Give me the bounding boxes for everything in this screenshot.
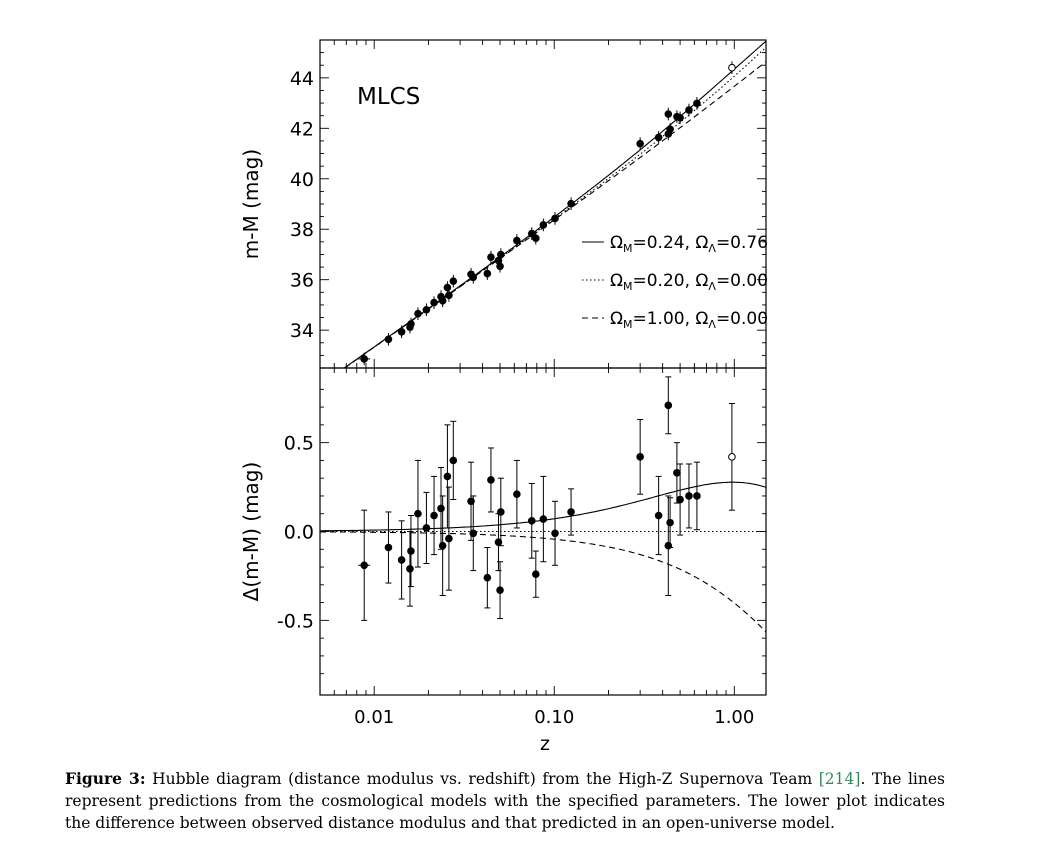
- bottom-y-tick-label: 0.5: [284, 433, 314, 455]
- bottom-data-point: [539, 515, 548, 523]
- bottom-data-point: [445, 534, 453, 543]
- bottom-data-point: [483, 573, 492, 582]
- bottom-data-point: [664, 541, 673, 550]
- bottom-data-point: [636, 453, 644, 461]
- top-open-point: [728, 63, 736, 72]
- bottom-data-point: [384, 543, 393, 552]
- top-panel: 34 36 38 40 42 44 m-M (mag) MLCS ΩM=0.24, ΩΛ=0.7…: [239, 39, 768, 369]
- top-data-point: [445, 291, 453, 300]
- top-data-point: [430, 298, 438, 307]
- top-data-point: [443, 283, 452, 292]
- top-data-point: [693, 99, 701, 108]
- top-data-point: [532, 234, 540, 243]
- top-y-tick-label: 42: [290, 118, 314, 140]
- bottom-data-point: [430, 511, 438, 520]
- top-data-point: [654, 133, 663, 142]
- bottom-data-point: [443, 472, 452, 481]
- top-y-tick-label: 34: [290, 320, 314, 342]
- top-data-point: [422, 305, 431, 314]
- bottom-data-point: [467, 497, 475, 506]
- top-data-point: [676, 114, 684, 122]
- bottom-data-point: [527, 517, 536, 525]
- mlcs-annotation: MLCS: [357, 84, 420, 110]
- top-data-point: [397, 327, 406, 336]
- top-y-tick-label: 38: [290, 219, 314, 241]
- top-data-point: [407, 320, 415, 328]
- top-y-tick-label: 40: [290, 169, 314, 191]
- top-data-point: [636, 139, 644, 148]
- bottom-data-point: [693, 492, 701, 500]
- legend-label-dashed: ΩM=1.00, ΩΛ=0.00: [610, 309, 768, 331]
- bottom-data-point: [654, 511, 663, 520]
- bottom-data-point: [406, 565, 414, 573]
- caption-text-2: . The lines represent predictions from t…: [65, 770, 945, 832]
- x-axis-label: z: [540, 733, 550, 755]
- top-data-point: [438, 296, 447, 305]
- top-y-tick-label: 44: [290, 68, 314, 90]
- x-tick-label: 1.00: [714, 707, 754, 728]
- top-y-tick-label: 36: [290, 270, 314, 292]
- top-data-point: [384, 335, 393, 344]
- hubble-diagram: 34 36 38 40 42 44 m-M (mag) MLCS ΩM=0.24, ΩΛ=0.7…: [239, 39, 768, 755]
- legend-label-solid: ΩM=0.24, ΩΛ=0.76: [610, 233, 768, 255]
- bottom-y-axis-label: Δ(m-M) (mag): [239, 462, 263, 602]
- legend-label-dotted: ΩM=0.20, ΩΛ=0.00: [610, 271, 768, 293]
- bottom-data-point: [551, 529, 559, 538]
- bottom-data-point: [513, 490, 521, 498]
- caption-label: Figure 3:: [65, 769, 146, 788]
- bottom-data-point: [497, 508, 505, 516]
- bottom-data-point: [438, 541, 447, 550]
- bottom-data-point: [397, 556, 406, 564]
- top-data-point: [497, 250, 505, 259]
- top-y-axis-label: m-M (mag): [239, 149, 263, 259]
- bottom-panel: 0.01 0.10 1.00 z -0.5 0.0 0.5 Δ(m-M) (mag): [239, 367, 767, 755]
- caption-citation[interactable]: [214]: [818, 770, 861, 788]
- x-tick-label: 0.10: [534, 707, 574, 728]
- top-data-point: [539, 221, 548, 229]
- bottom-y-tick-label: 0.0: [284, 522, 314, 544]
- top-data-point: [685, 106, 693, 114]
- caption-text-1: Hubble diagram (distance modulus vs. red…: [152, 770, 819, 788]
- top-data-point: [360, 355, 369, 363]
- bottom-data-point: [487, 476, 495, 484]
- x-tick-label: 0.01: [354, 707, 394, 728]
- bottom-data-point: [407, 547, 415, 555]
- bottom-data-point: [666, 518, 674, 527]
- bottom-data-point: [673, 469, 681, 477]
- figure-caption: Figure 3: Hubble diagram (distance modul…: [65, 768, 945, 834]
- bottom-data-point: [414, 509, 422, 518]
- bottom-y-tick-label: -0.5: [277, 610, 314, 632]
- top-data-point: [469, 273, 478, 282]
- top-data-point: [567, 199, 575, 208]
- top-data-point: [487, 253, 495, 261]
- bottom-data-point: [449, 456, 458, 465]
- bottom-data-point: [567, 508, 575, 516]
- top-data-point: [513, 236, 521, 245]
- top-data-point: [666, 125, 674, 134]
- top-data-point: [483, 269, 492, 278]
- top-data-point: [449, 277, 458, 285]
- bottom-data-point: [664, 401, 673, 410]
- bottom-data-point: [532, 570, 540, 578]
- bottom-data-point: [469, 529, 478, 538]
- bottom-data-point: [360, 561, 369, 570]
- top-data-point: [496, 262, 504, 271]
- top-data-point: [414, 309, 422, 318]
- bottom-data-point: [496, 586, 504, 594]
- top-data-point: [664, 110, 673, 118]
- bottom-data-point: [422, 524, 431, 532]
- bottom-data-point: [437, 504, 445, 513]
- bottom-data-point: [685, 492, 693, 500]
- bottom-data-point: [676, 495, 684, 504]
- bottom-open-point: [728, 453, 736, 461]
- top-data-point: [527, 229, 536, 238]
- top-data-point: [551, 214, 559, 223]
